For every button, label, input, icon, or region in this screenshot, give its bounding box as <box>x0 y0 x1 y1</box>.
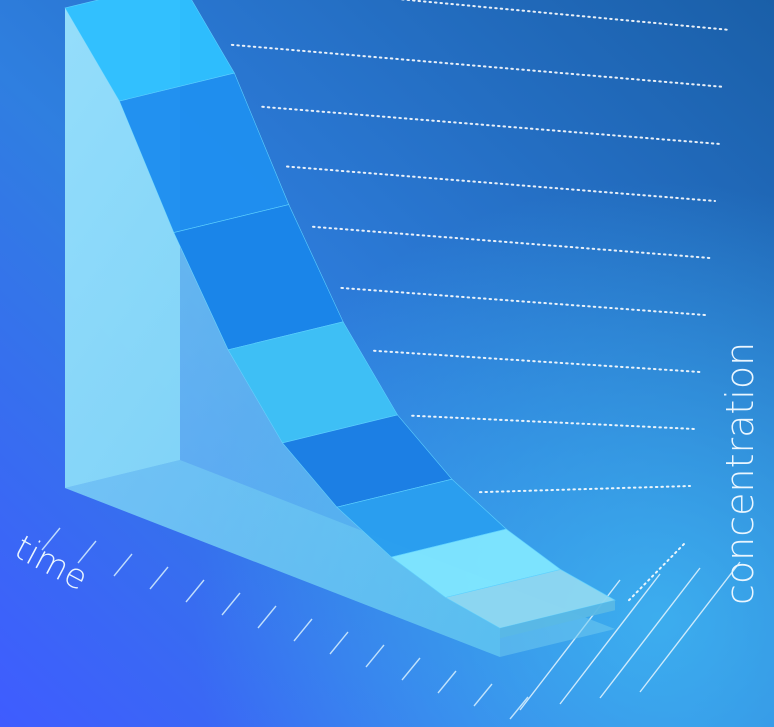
gridline <box>340 286 706 316</box>
gridline <box>397 0 731 31</box>
time-ticks <box>41 527 741 720</box>
gridline <box>628 542 686 602</box>
gridline <box>373 349 701 373</box>
time-tick <box>77 540 97 564</box>
gridline <box>261 105 721 145</box>
gridline <box>312 225 711 259</box>
time-tick <box>599 567 701 699</box>
time-tick <box>113 553 133 577</box>
time-tick <box>41 527 61 551</box>
time-tick <box>329 631 349 655</box>
time-tick <box>185 579 205 603</box>
time-tick <box>559 573 661 705</box>
time-tick <box>221 592 241 616</box>
gridline <box>478 485 691 494</box>
time-tick <box>639 561 741 693</box>
time-tick <box>473 683 493 707</box>
gridlines <box>230 0 731 602</box>
time-tick <box>437 670 457 694</box>
gridline <box>411 414 696 430</box>
ribbon-side-face <box>65 8 500 657</box>
y-axis-label: concentration <box>718 342 762 605</box>
time-tick <box>365 644 385 668</box>
ribbon <box>64 0 616 657</box>
time-tick <box>401 657 421 681</box>
gridline <box>230 43 726 88</box>
ribbon-end-cap <box>500 600 615 639</box>
gridline <box>285 165 716 202</box>
time-tick <box>509 696 529 720</box>
time-tick <box>257 605 277 629</box>
time-tick <box>149 566 169 590</box>
time-tick <box>293 618 313 642</box>
